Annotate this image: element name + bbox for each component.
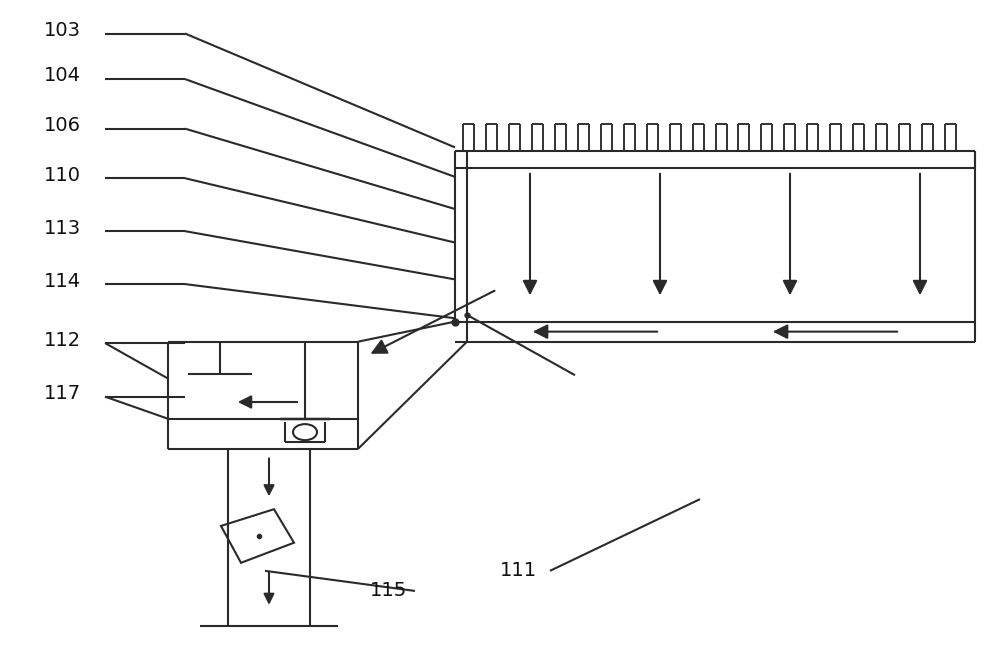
Text: 111: 111 bbox=[499, 561, 537, 580]
Text: 106: 106 bbox=[44, 117, 80, 135]
Text: 117: 117 bbox=[43, 385, 81, 403]
Text: 115: 115 bbox=[369, 582, 407, 600]
Text: 112: 112 bbox=[43, 331, 81, 350]
Text: 110: 110 bbox=[44, 166, 80, 185]
Text: 113: 113 bbox=[43, 219, 81, 238]
Text: 104: 104 bbox=[44, 66, 80, 85]
Text: 114: 114 bbox=[43, 272, 81, 291]
Text: 103: 103 bbox=[44, 21, 80, 40]
